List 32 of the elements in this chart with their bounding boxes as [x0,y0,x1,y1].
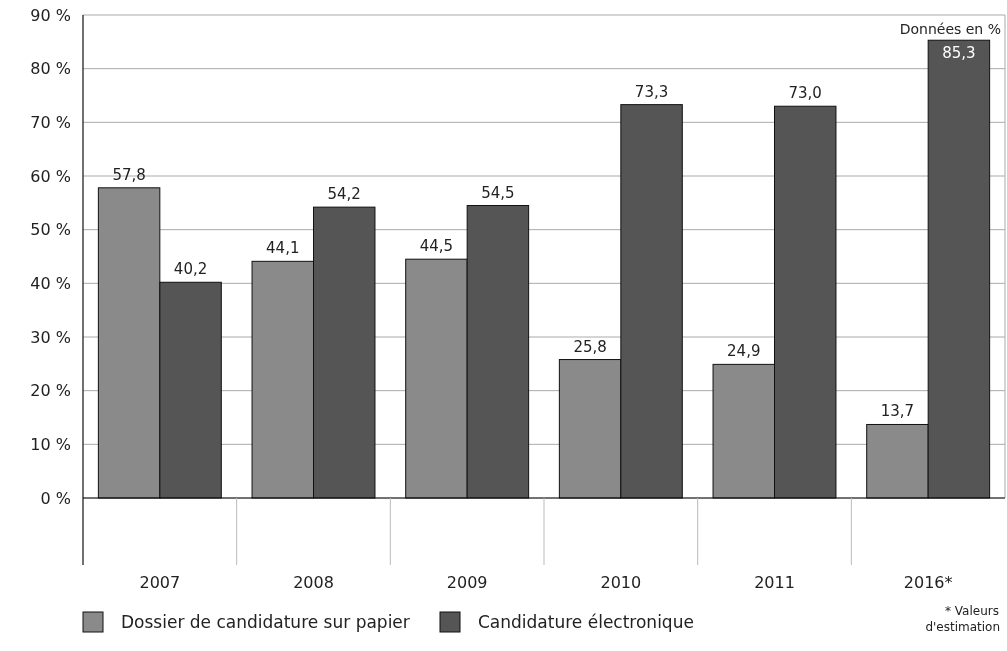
y-tick-label: 20 % [30,381,71,401]
y-tick-label: 0 % [40,488,71,508]
data-label: 25,8 [573,337,607,356]
text: * Valeurs d'estimation [925,604,1000,634]
x-tick-label: 2011 [754,573,795,592]
data-label: 57,8 [112,165,146,184]
x-tick-label: 2008 [293,573,334,592]
data-label: 40,2 [173,260,208,279]
x-tick-label: 2009 [446,573,488,592]
y-tick-label: 30 % [30,327,71,347]
data-label: 73,0 [788,84,822,103]
data-label: 85,3 [942,44,976,63]
y-tick-label: 60 % [30,166,71,186]
x-tick-label: 2016* [903,573,953,592]
legend-label: Candidature électronique [478,611,694,632]
y-tick-label: 70 % [30,112,71,132]
data-label: 54,5 [481,183,515,202]
x-tick-label: 2010 [600,573,642,592]
y-tick-label: 90 % [30,5,71,25]
legend-label: Dossier de candidature sur papier [121,611,410,632]
y-tick-label: 80 % [30,59,71,79]
y-tick-label: 50 % [30,220,71,240]
data-label: 54,2 [327,185,361,204]
data-label: 73,3 [634,82,669,101]
data-label: 44,5 [419,237,454,256]
x-tick-label: 2007 [139,573,181,592]
y-tick-label: 10 % [30,434,71,454]
data-label: 44,1 [266,239,300,258]
data-label: 13,7 [880,402,915,421]
y-tick-label: 40 % [30,273,71,293]
annotation: Données en % [899,21,1001,37]
data-label: 24,9 [727,342,761,361]
